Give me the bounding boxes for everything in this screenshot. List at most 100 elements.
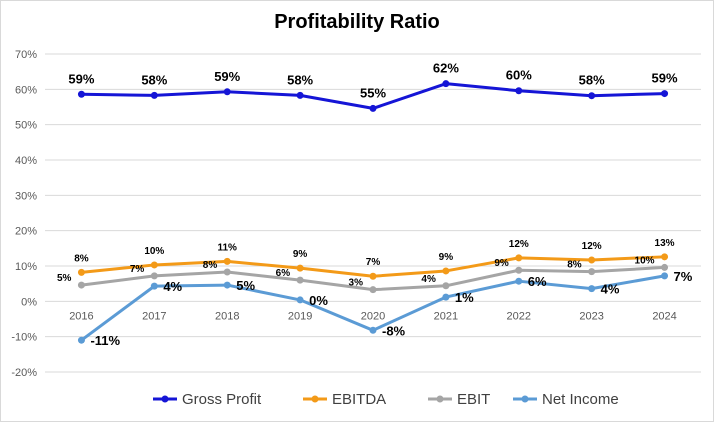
ebitda-point [661,253,669,261]
net-income-data-label: 1% [455,290,474,305]
net-income-point [588,285,596,293]
ebit-data-label: 6% [276,268,291,279]
gross-profit-data-label: 59% [652,71,678,86]
gross-profit-point [296,91,304,99]
gross-profit-point [442,80,450,88]
x-tick-label: 2018 [215,310,239,322]
ebit-point [369,286,377,294]
ebit-point [515,266,523,274]
y-tick-label: 10% [15,261,37,273]
net-income-data-label: 5% [236,278,255,293]
gross-profit-point [515,87,523,95]
net-income-data-label: -11% [90,333,120,348]
ebitda-point [296,264,304,272]
ebitda-data-label: 12% [582,241,602,252]
ebitda-data-label: 9% [439,252,454,263]
gross-profit-data-label: 58% [141,72,167,87]
ebit-point [588,268,596,276]
y-tick-label: 50% [15,120,37,132]
ebit-data-label: 9% [494,258,509,269]
net-income-point [296,296,304,304]
ebit-point [77,281,85,289]
ebit-data-label: 4% [421,274,436,285]
y-tick-label: 70% [15,49,37,61]
x-tick-label: 2022 [507,310,531,322]
net-income-point [150,282,158,290]
ebit-data-label: 10% [635,255,655,266]
ebit-data-label: 8% [567,260,582,271]
x-tick-label: 2019 [288,310,312,322]
legend-gross-profit-marker [161,395,169,403]
ebitda-data-label: 8% [74,253,89,264]
net-income-point [442,293,450,301]
gross-profit-data-label: 58% [287,72,313,87]
ebitda-point [150,261,158,269]
ebit-point [150,272,158,280]
ebitda-data-label: 10% [144,246,164,257]
gross-profit-data-label: 60% [506,68,532,83]
ebitda-point [588,256,596,264]
gross-profit-data-label: 59% [214,69,240,84]
legend-net-income-label: Net Income [542,391,619,408]
ebitda-point [223,257,231,265]
net-income-data-label: 4% [601,282,620,297]
gross-profit-data-label: 58% [579,73,605,88]
ebit-point [442,282,450,290]
ebitda-data-label: 7% [366,257,381,268]
ebit-point [296,276,304,284]
legend-ebitda-marker [311,395,319,403]
x-tick-label: 2017 [142,310,166,322]
legend-gross-profit-label: Gross Profit [182,391,262,408]
x-tick-label: 2021 [434,310,458,322]
y-tick-label: -20% [11,367,37,379]
net-income-data-label: 7% [674,269,693,284]
gross-profit-data-label: 62% [433,61,459,76]
ebitda-point [442,267,450,275]
net-income-data-label: 4% [163,279,182,294]
net-income-point [77,336,85,344]
ebit-point [223,268,231,276]
y-tick-label: 60% [15,84,37,96]
x-tick-label: 2020 [361,310,385,322]
net-income-point [661,272,669,280]
net-income-data-label: 6% [528,274,547,289]
y-tick-label: -10% [11,332,37,344]
x-tick-label: 2024 [652,310,676,322]
ebit-data-label: 5% [57,273,72,284]
gross-profit-point [223,88,231,96]
x-tick-label: 2023 [579,310,603,322]
x-tick-label: 2016 [69,310,93,322]
gross-profit-data-label: 55% [360,85,386,100]
ebitda-point [515,254,523,262]
gross-profit-point [661,90,669,98]
gross-profit-point [588,92,596,100]
ebitda-point [77,268,85,276]
net-income-data-label: 0% [309,293,328,308]
ebitda-data-label: 11% [217,242,237,253]
gross-profit-point [150,91,158,99]
net-income-point [369,326,377,334]
ebitda-point [369,272,377,280]
gross-profit-point [369,104,377,112]
ebitda-data-label: 13% [655,238,675,249]
ebitda-data-label: 12% [509,239,529,250]
y-tick-label: 0% [21,296,37,308]
gross-profit-data-label: 59% [68,71,94,86]
ebit-point [661,263,669,271]
net-income-point [223,281,231,289]
ebit-data-label: 3% [349,278,364,289]
ebitda-data-label: 9% [293,249,308,260]
legend-ebit-label: EBIT [457,391,490,408]
legend-net-income-marker [521,395,529,403]
y-tick-label: 20% [15,226,37,238]
net-income-point [515,277,523,285]
ebit-data-label: 7% [130,264,145,275]
y-tick-label: 30% [15,190,37,202]
chart-title: Profitability Ratio [274,11,440,33]
gross-profit-point [77,90,85,98]
legend-ebit-marker [436,395,444,403]
legend-ebitda-label: EBITDA [332,391,386,408]
net-income-data-label: -8% [382,323,406,338]
